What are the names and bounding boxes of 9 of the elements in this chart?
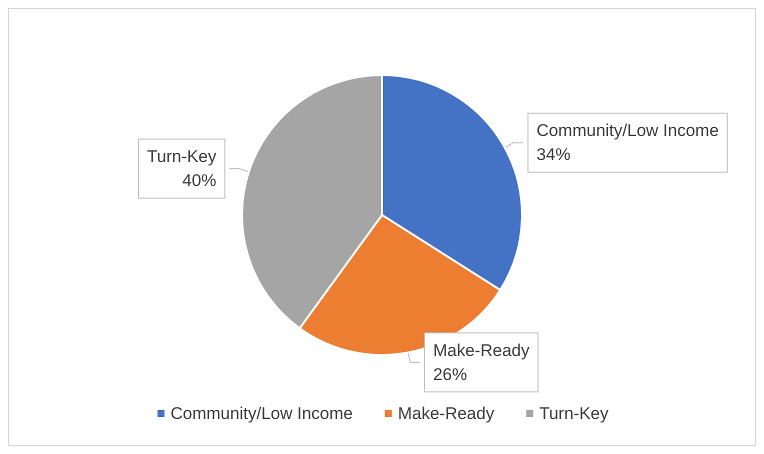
slice-label: Community/Low Income (536, 121, 719, 140)
legend-label: Make-Ready (398, 404, 495, 423)
legend-label: Turn-Key (539, 404, 609, 423)
slice-label: Make-Ready (433, 340, 530, 360)
data-label: 34% (536, 145, 570, 164)
legend-label: Community/Low Income (170, 404, 353, 423)
data-label: 26% (433, 364, 468, 384)
data-label: 40% (182, 171, 216, 190)
slice-label: Turn-Key (147, 147, 217, 166)
